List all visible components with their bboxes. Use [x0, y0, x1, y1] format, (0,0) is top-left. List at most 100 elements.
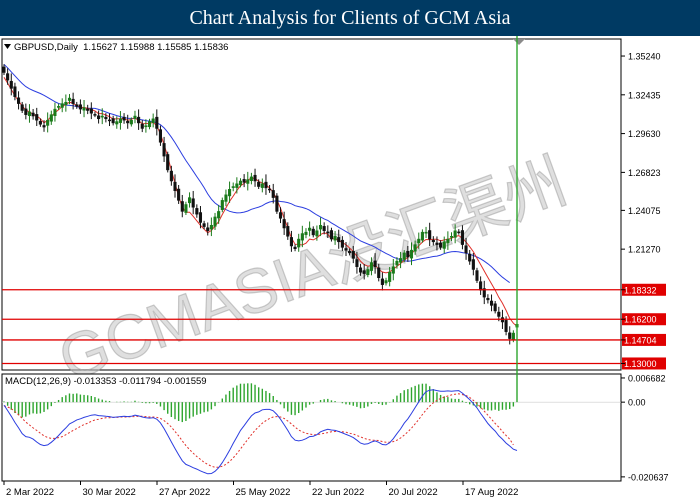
- candle-bear-body: [475, 270, 479, 281]
- candle-bull-body: [118, 118, 122, 123]
- candle-bull-body: [217, 211, 221, 219]
- candle-bear-body: [406, 250, 410, 258]
- candle-bear-body: [198, 212, 203, 223]
- x-tick-label: 17 Aug 2022: [465, 487, 518, 498]
- candle-bear-body: [93, 114, 97, 116]
- candle-bull-body: [82, 107, 86, 111]
- candle-bull-body: [144, 125, 148, 128]
- candle-bull-body: [238, 180, 243, 186]
- candle-bear-body: [362, 270, 366, 274]
- symbol-info-label: GBPUSD,Daily 1.15627 1.15988 1.15585 1.1…: [14, 42, 228, 53]
- candle-bull-body: [446, 238, 450, 244]
- candle-bear-body: [340, 239, 344, 248]
- candle-bear-body: [322, 226, 326, 232]
- candle-bear-body: [435, 242, 439, 245]
- candle-bear-body: [326, 231, 330, 234]
- candle-bear-body: [169, 170, 173, 182]
- candle-bear-body: [359, 267, 363, 273]
- header-title: Chart Analysis for Clients of GCM Asia: [189, 7, 511, 29]
- candle-bear-body: [13, 86, 17, 97]
- candle-bear-body: [195, 208, 199, 215]
- candle-bull-body: [220, 200, 224, 211]
- candle-bear-body: [158, 129, 162, 143]
- candle-bear-body: [89, 108, 93, 114]
- candle-bear-body: [42, 125, 46, 128]
- candle-bull-body: [300, 233, 304, 241]
- ma-fast-line: [3, 77, 518, 327]
- candle-bull-body: [304, 231, 308, 235]
- header-bar: Chart Analysis for Clients of GCM Asia: [0, 0, 700, 36]
- candle-bull-body: [388, 271, 392, 282]
- candle-bull-body: [57, 106, 61, 108]
- candle-bull-body: [53, 108, 57, 117]
- chart-shift-marker[interactable]: [513, 39, 525, 45]
- candle-bear-body: [348, 250, 352, 254]
- candle-bear-body: [97, 115, 101, 120]
- candle-bear-body: [282, 219, 286, 229]
- level-label: 1.13000: [624, 359, 657, 369]
- candle-bull-body: [308, 227, 312, 231]
- candle-bear-body: [78, 104, 82, 110]
- candle-bull-body: [100, 115, 104, 118]
- candle-bear-body: [20, 104, 24, 111]
- candle-bear-body: [377, 267, 381, 279]
- candle-bear-body: [137, 116, 141, 124]
- candle-bull-body: [315, 230, 319, 237]
- level-label-bg: [622, 283, 666, 296]
- candle-bear-body: [431, 239, 435, 243]
- macd-signal-layer: [3, 393, 514, 468]
- candle-bull-body: [133, 115, 137, 119]
- chart-area: GCMASIA没汇渠州 1.183321.162001.147041.13000…: [0, 36, 700, 500]
- x-tick-label: 27 Apr 2022: [159, 487, 210, 498]
- candle-bear-body: [457, 231, 461, 234]
- macd-tick-label: 0.006682: [628, 373, 666, 383]
- candle-bear-body: [293, 246, 297, 249]
- candle-bull-body: [399, 258, 403, 263]
- level-label-bg: [622, 313, 666, 326]
- candle-bear-body: [329, 230, 333, 240]
- macd-tick-label: -0.020637: [628, 472, 669, 482]
- candle-bear-body: [180, 201, 184, 212]
- candle-bull-body: [391, 266, 395, 274]
- level-label: 1.16200: [624, 315, 657, 325]
- candle-bear-body: [439, 242, 443, 248]
- candle-bear-body: [6, 73, 10, 81]
- candle-bull-body: [49, 114, 53, 122]
- candle-bear-body: [107, 119, 112, 122]
- candle-bull-body: [184, 204, 188, 213]
- candle-bull-body: [129, 119, 133, 125]
- candle-bull-body: [384, 280, 388, 284]
- candle-bear-body: [464, 245, 468, 254]
- price-tick-label: 1.24075: [628, 206, 661, 216]
- candle-bear-body: [428, 230, 432, 240]
- candle-bear-body: [257, 181, 261, 187]
- x-tick-label: 25 May 2022: [236, 487, 291, 498]
- price-tick-label: 1.35240: [628, 52, 661, 62]
- candle-bear-body: [286, 226, 290, 237]
- level-label-bg: [622, 333, 666, 346]
- price-panel-frame: [1, 38, 622, 371]
- candle-bull-body: [369, 262, 374, 271]
- candle-bear-body: [289, 237, 293, 247]
- candle-bull-body: [366, 269, 370, 275]
- candle-bull-body: [228, 189, 232, 197]
- candle-bull-body: [151, 118, 155, 123]
- candle-bear-body: [166, 154, 170, 171]
- macd-y-axis: 0.006682 0.00 -0.020637: [621, 373, 669, 482]
- candle-bear-body: [271, 190, 275, 198]
- candle-bull-body: [67, 97, 72, 101]
- candle-bull-body: [209, 224, 213, 230]
- candle-bear-body: [460, 230, 464, 245]
- x-tick-label: 20 Jul 2022: [389, 487, 438, 498]
- candle-bull-body: [27, 111, 32, 117]
- candle-bull-body: [420, 231, 424, 241]
- candle-bull-body: [147, 121, 152, 128]
- candle-bear-body: [173, 181, 177, 191]
- symbol-menu-icon[interactable]: [4, 44, 11, 49]
- candle-bull-body: [333, 236, 337, 241]
- candle-bear-body: [486, 297, 490, 301]
- candle-bear-body: [35, 114, 39, 121]
- candle-bear-body: [380, 278, 384, 285]
- candle-bull-body: [417, 238, 421, 244]
- candle-bear-body: [471, 259, 475, 270]
